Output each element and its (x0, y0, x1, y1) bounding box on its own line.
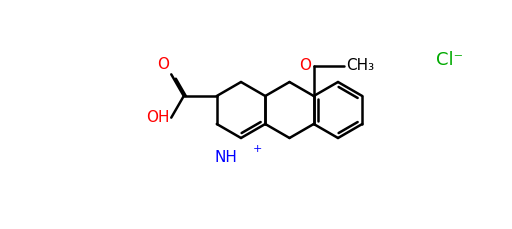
Text: NH: NH (214, 150, 237, 165)
Text: +: + (253, 144, 262, 154)
Text: OH: OH (146, 110, 169, 125)
Text: O: O (298, 58, 311, 74)
Text: Cl⁻: Cl⁻ (436, 51, 463, 69)
Text: CH₃: CH₃ (346, 58, 374, 74)
Text: O: O (157, 57, 169, 72)
